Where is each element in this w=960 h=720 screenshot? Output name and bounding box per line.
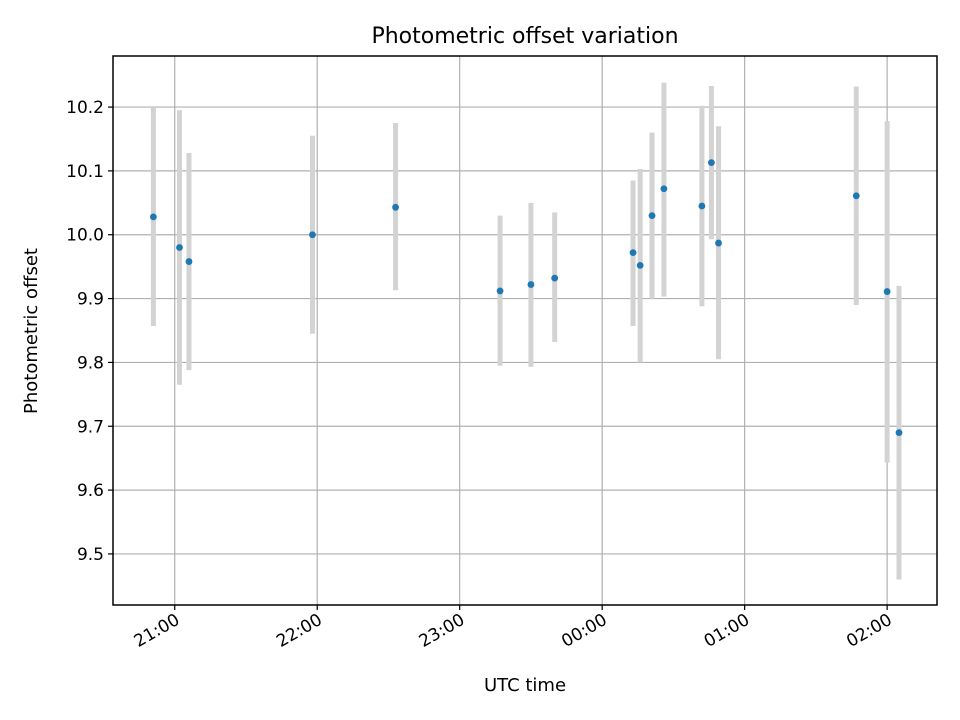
error-bars bbox=[150, 82, 902, 580]
data-point bbox=[176, 244, 183, 251]
y-tick-label: 9.7 bbox=[77, 417, 104, 437]
data-point bbox=[715, 239, 722, 247]
y-tick-label: 9.6 bbox=[77, 481, 104, 501]
grid bbox=[113, 56, 937, 605]
data-point bbox=[392, 203, 399, 211]
y-tick-label: 9.8 bbox=[77, 353, 104, 373]
data-point bbox=[629, 249, 637, 257]
data-point bbox=[185, 258, 193, 265]
data-point bbox=[551, 274, 559, 282]
x-tick-label: 00:00 bbox=[558, 610, 610, 652]
y-tick-label: 9.5 bbox=[77, 545, 104, 565]
x-axis-label: UTC time bbox=[484, 675, 566, 696]
data-point bbox=[895, 429, 903, 437]
data-point bbox=[149, 213, 157, 221]
data-point bbox=[309, 231, 316, 239]
x-tick-label: 22:00 bbox=[273, 610, 325, 652]
x-tick-label: 21:00 bbox=[131, 610, 183, 652]
data-point bbox=[636, 261, 644, 269]
y-tick-label: 10.2 bbox=[66, 98, 104, 118]
data-points bbox=[149, 159, 903, 437]
y-tick-label: 10.0 bbox=[66, 226, 104, 246]
y-axis-label: Photometric offset bbox=[21, 248, 42, 414]
data-point bbox=[527, 281, 535, 288]
data-point bbox=[708, 159, 715, 167]
data-point bbox=[660, 185, 668, 193]
data-point bbox=[698, 202, 706, 210]
y-tick-label: 9.9 bbox=[77, 290, 104, 310]
x-tick-label: 23:00 bbox=[416, 610, 468, 652]
y-tick-label: 10.1 bbox=[66, 162, 104, 182]
data-point bbox=[883, 288, 891, 295]
plot-frame bbox=[112, 55, 938, 606]
x-tick-label: 01:00 bbox=[701, 610, 753, 652]
data-point bbox=[496, 287, 504, 295]
data-point bbox=[648, 212, 656, 219]
data-point bbox=[852, 192, 860, 200]
x-tick-label: 02:00 bbox=[843, 610, 895, 652]
chart-title: Photometric offset variation bbox=[371, 24, 678, 49]
